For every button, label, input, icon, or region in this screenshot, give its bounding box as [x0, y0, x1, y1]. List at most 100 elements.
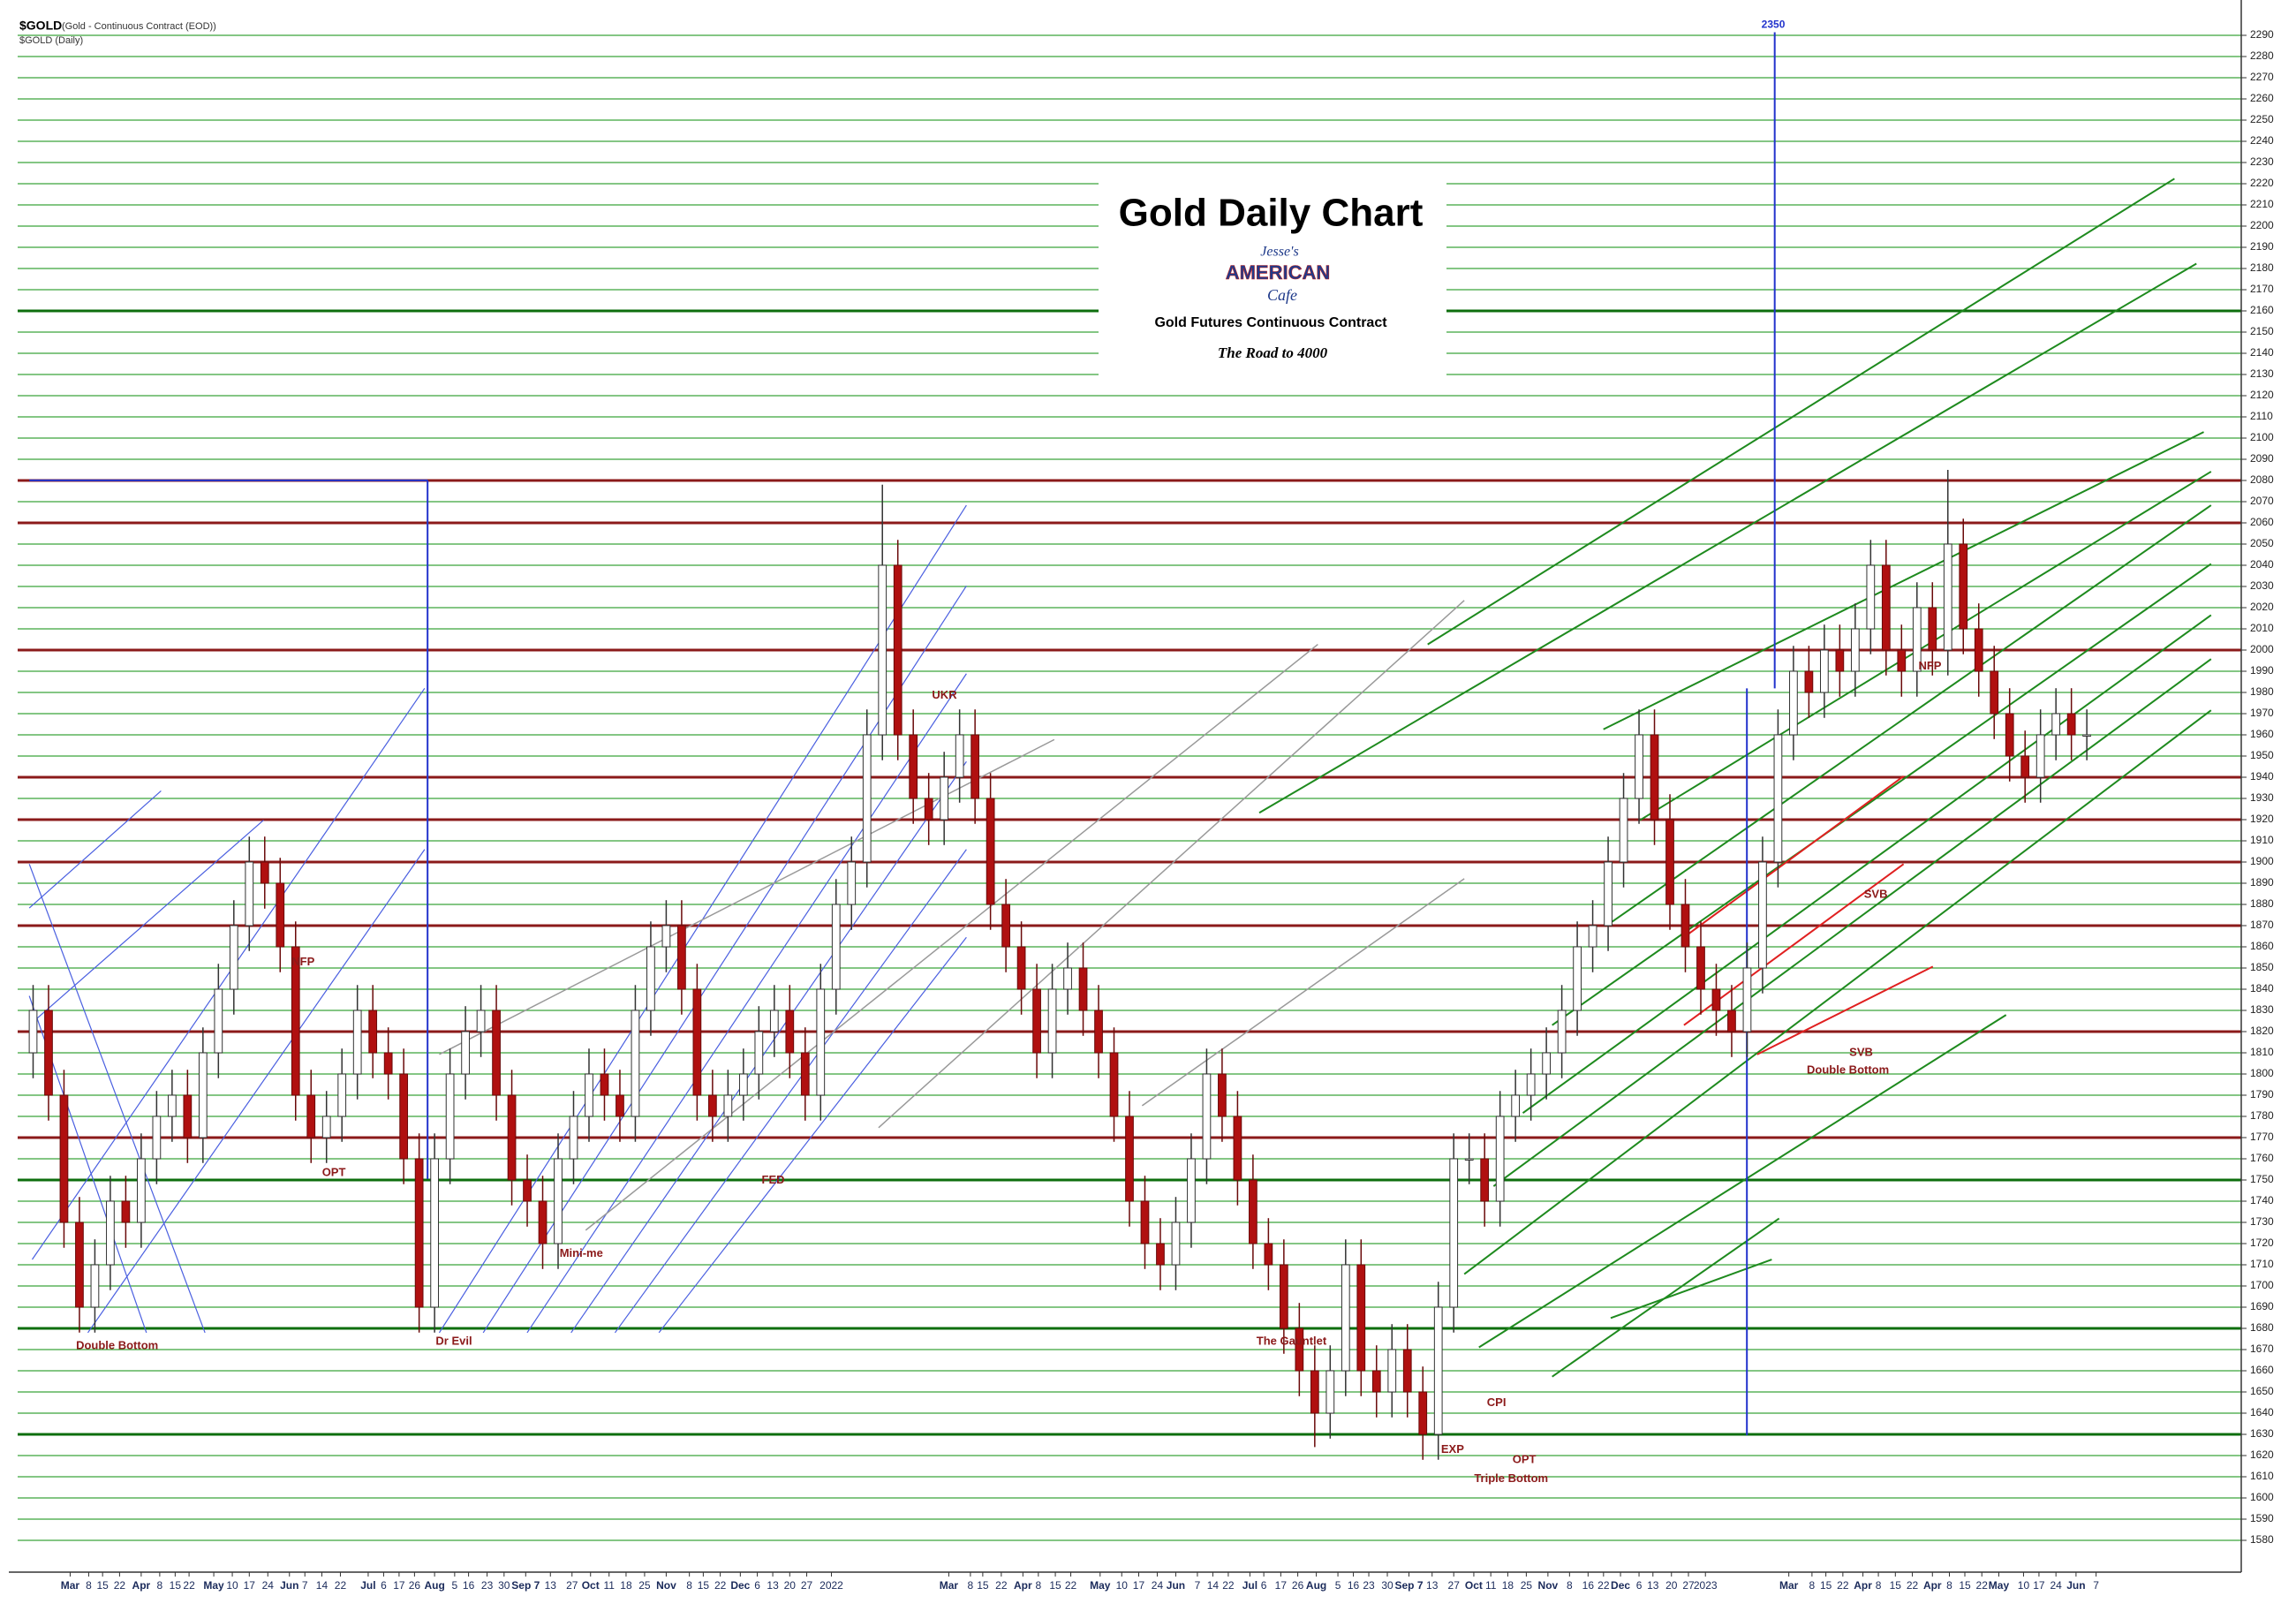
candle-body: [44, 1010, 53, 1096]
candle-body: [1325, 1370, 1335, 1414]
candle-body: [1557, 1010, 1567, 1054]
candle-body: [461, 1031, 470, 1075]
candle-body: [677, 925, 686, 990]
candle-body: [106, 1200, 115, 1266]
y-tick-label: 2120: [2250, 389, 2274, 401]
annotation: OPT: [322, 1166, 346, 1179]
y-tick-label: 1800: [2250, 1067, 2274, 1079]
candle-body: [909, 734, 918, 799]
candle-body: [1078, 967, 1088, 1011]
candle-body: [1480, 1158, 1490, 1202]
y-tick-label: 1940: [2250, 770, 2274, 783]
y-tick-label: 1810: [2250, 1046, 2274, 1058]
x-tick-label: 7: [2093, 1579, 2099, 1592]
x-tick-label: 25: [1521, 1579, 1533, 1592]
candle-body: [986, 798, 995, 905]
y-tick-label: 1760: [2250, 1152, 2274, 1164]
candle-body: [1758, 861, 1767, 969]
candle-body: [1016, 946, 1026, 990]
y-tick-label: 2200: [2250, 219, 2274, 231]
y-tick-label: 1710: [2250, 1258, 2274, 1270]
candle-body: [291, 946, 300, 1096]
y-tick-label: 2050: [2250, 537, 2274, 549]
y-tick-label: 1920: [2250, 813, 2274, 825]
y-tick-label: 1880: [2250, 897, 2274, 910]
x-tick-label: 27: [566, 1579, 578, 1592]
y-tick-label: 1780: [2250, 1109, 2274, 1122]
x-tick-label: 7: [302, 1579, 308, 1592]
x-tick-label: 22: [183, 1579, 195, 1592]
symbol-period: $GOLD (Daily): [19, 35, 83, 46]
y-tick-label: 1950: [2250, 749, 2274, 761]
candle-body: [2005, 713, 2014, 757]
candle-body: [600, 1073, 609, 1096]
candle-body: [1047, 988, 1057, 1054]
x-tick-label: 13: [545, 1579, 557, 1592]
candle-body: [2082, 734, 2092, 737]
trend-line: [585, 644, 1318, 1231]
candle-body: [538, 1200, 548, 1244]
x-tick-label: 14: [316, 1579, 329, 1592]
y-tick-label: 2080: [2250, 473, 2274, 486]
x-tick-label: 13: [767, 1579, 779, 1592]
tagline: The Road to 4000: [1218, 344, 1328, 361]
x-tick-label: 8: [157, 1579, 163, 1592]
x-tick-label: 2022: [819, 1579, 843, 1592]
chart-title: Gold Daily Chart: [1119, 192, 1424, 235]
candle-body: [1371, 1370, 1381, 1393]
candle-body: [1742, 967, 1752, 1032]
annotation: FED: [762, 1173, 785, 1186]
trend-line: [1141, 878, 1465, 1107]
x-tick-label: 27: [801, 1579, 813, 1592]
x-tick-label: 27: [1448, 1579, 1461, 1592]
x-tick-label: May: [1090, 1579, 1111, 1592]
x-tick-label: 17: [393, 1579, 405, 1592]
annotation: UKR: [932, 688, 957, 701]
y-tick-label: 1630: [2250, 1427, 2274, 1440]
candle-body: [708, 1094, 717, 1117]
candle-body: [1140, 1200, 1150, 1244]
candle-body: [1511, 1094, 1521, 1117]
x-tick-label: 10: [2018, 1579, 2030, 1592]
candle-body: [1881, 564, 1891, 651]
candle-body: [646, 946, 655, 1011]
x-tick-label: 13: [1426, 1579, 1439, 1592]
x-tick-label: Sep 7: [511, 1579, 540, 1592]
candle-body: [631, 1010, 640, 1117]
candle-body: [1850, 628, 1860, 672]
x-tick-label: 15: [170, 1579, 182, 1592]
candle-body: [2051, 713, 2061, 736]
candle-body: [1418, 1391, 1428, 1435]
x-tick-label: Aug: [424, 1579, 444, 1592]
x-tick-label: Jul: [360, 1579, 375, 1592]
trend-line: [1756, 965, 1934, 1055]
x-tick-label: 17: [244, 1579, 256, 1592]
candle-body: [183, 1094, 193, 1138]
candle-body: [1573, 946, 1582, 1011]
y-tick-label: 2000: [2250, 643, 2274, 655]
candle-body: [492, 1010, 501, 1096]
trend-line: [1552, 1217, 1780, 1378]
x-tick-label: 22: [1976, 1579, 1989, 1592]
x-tick-label: 22: [714, 1579, 727, 1592]
y-tick-label: 2220: [2250, 177, 2274, 189]
candle-body: [1156, 1243, 1165, 1266]
y-tick-label: 2240: [2250, 134, 2274, 147]
logo-top: Jesse's: [1260, 245, 1298, 260]
x-tick-label: Jun: [1167, 1579, 1185, 1592]
x-tick-label: Apr: [132, 1579, 151, 1592]
x-tick-label: 15: [1049, 1579, 1061, 1592]
candle-body: [616, 1094, 624, 1117]
y-tick-label: 1690: [2250, 1300, 2274, 1312]
x-tick-label: 2023: [1694, 1579, 1718, 1592]
candle-body: [1218, 1073, 1227, 1117]
marker-label: 2350: [1762, 18, 1786, 30]
x-tick-label: 14: [1207, 1579, 1220, 1592]
candle-body: [800, 1052, 810, 1096]
y-tick-label: 2030: [2250, 579, 2274, 592]
y-tick-label: 1770: [2250, 1131, 2274, 1143]
x-tick-label: 20: [1665, 1579, 1678, 1592]
trend-line: [1639, 471, 2212, 821]
candle-body: [1171, 1221, 1181, 1266]
